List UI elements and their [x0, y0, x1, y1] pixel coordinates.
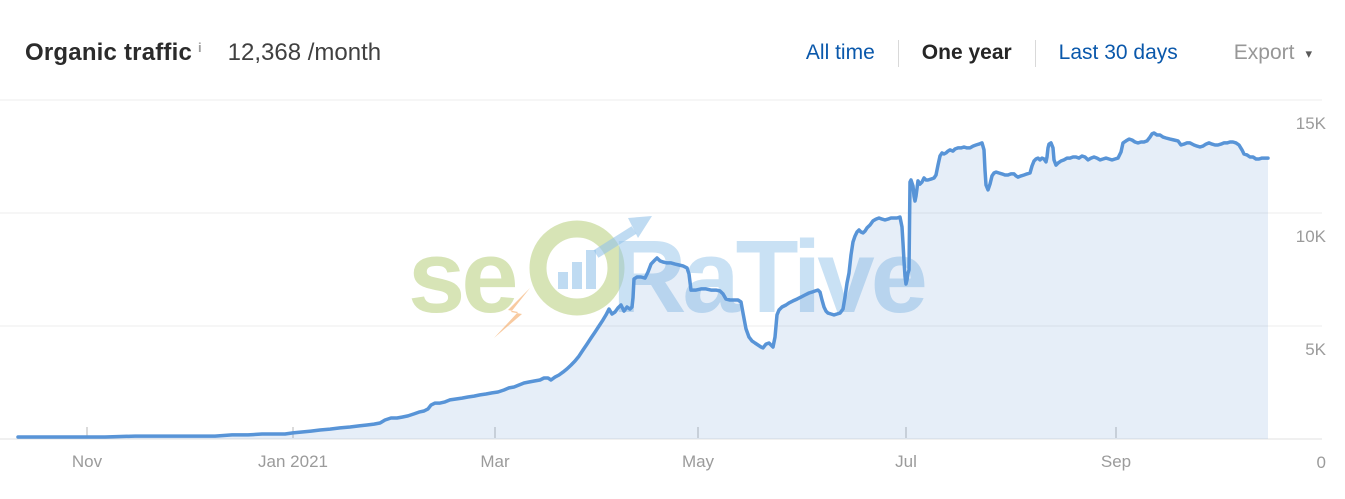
traffic-value: 12,368 /month — [227, 39, 382, 66]
page-title: Organic traffic — [25, 39, 193, 66]
watermark-text-rative: RaTive — [612, 219, 925, 334]
info-icon[interactable]: i — [198, 40, 202, 55]
watermark-bar-chart-in-circle-icon — [529, 220, 625, 316]
export-button[interactable]: Export ▾ — [1234, 41, 1312, 65]
range-selector: All time One year Last 30 days Export ▾ — [805, 39, 1312, 67]
chart-area-fill — [18, 133, 1268, 439]
tab-all-time[interactable]: All time — [805, 41, 875, 64]
tab-separator — [897, 39, 899, 67]
tab-last-30-days[interactable]: Last 30 days — [1058, 41, 1178, 64]
watermark-text-se: se — [408, 219, 515, 334]
chart-line — [16, 131, 1270, 439]
tab-one-year[interactable]: One year — [921, 41, 1012, 64]
export-label: Export — [1233, 41, 1295, 64]
watermark-trend-arrow-icon — [593, 216, 652, 258]
title-group: Organic traffic i 12,368 /month — [25, 39, 381, 67]
tab-separator — [1034, 39, 1036, 67]
widget-header: Organic traffic i 12,368 /month All time… — [0, 0, 1345, 96]
caret-down-icon: ▾ — [1305, 46, 1312, 61]
